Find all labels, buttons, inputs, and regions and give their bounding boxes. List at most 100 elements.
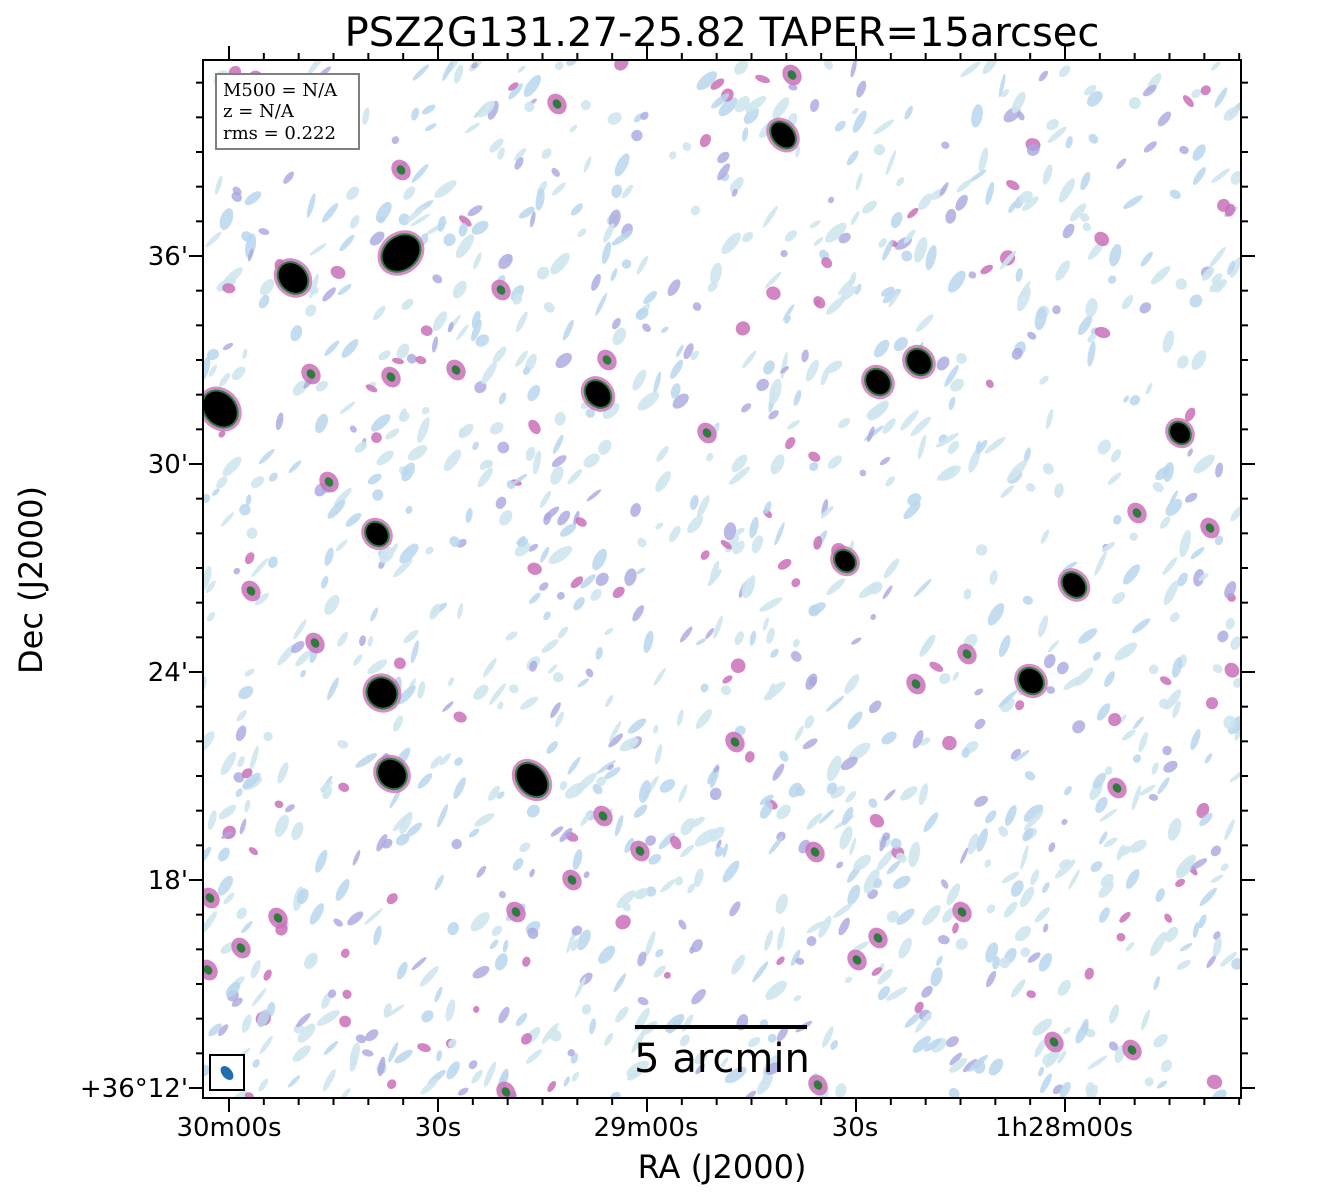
noise-blob [1098, 907, 1110, 923]
noise-blob [1054, 859, 1076, 879]
faint-source-core [324, 477, 334, 487]
noise-blob [1058, 178, 1075, 203]
faint-source-core [1132, 508, 1142, 518]
noise-blob [607, 112, 622, 125]
noise-blob [734, 60, 748, 75]
noise-blob [596, 760, 616, 774]
noise-blob [730, 658, 746, 674]
noise-blob [550, 826, 564, 837]
noise-blob [1192, 167, 1206, 185]
noise-blob [339, 234, 355, 252]
bright-source [1170, 422, 1190, 444]
noise-blob [982, 60, 999, 75]
faint-source-core [205, 893, 215, 903]
noise-blob [1131, 618, 1151, 634]
noise-blob [998, 73, 1006, 98]
noise-blob [529, 660, 538, 672]
noise-blob [1187, 448, 1193, 457]
noise-blob [203, 731, 215, 752]
noise-blob [268, 556, 278, 568]
bright-source [835, 550, 855, 572]
noise-blob [259, 279, 275, 296]
noise-blob [574, 977, 586, 998]
noise-blob [942, 908, 955, 923]
noise-blob [731, 954, 746, 975]
noise-blob [884, 789, 896, 801]
noise-blob [353, 654, 363, 666]
noise-blob [825, 222, 847, 243]
noise-blob [749, 516, 759, 539]
noise-blob [774, 522, 785, 546]
noise-blob [434, 986, 443, 1003]
noise-blob [1220, 951, 1237, 967]
bright-source [516, 763, 548, 797]
noise-blob [1084, 967, 1095, 980]
noise-blob [1212, 279, 1224, 293]
noise-blob [417, 773, 433, 789]
noise-blob [577, 678, 589, 688]
noise-blob [790, 949, 801, 966]
noise-blob [1190, 547, 1205, 560]
bright-source [278, 263, 308, 293]
noise-blob [465, 507, 473, 523]
noise-blob [564, 782, 586, 799]
noise-blob [1040, 1073, 1052, 1094]
noise-blob [655, 522, 664, 530]
noise-blob [563, 1076, 570, 1087]
noise-blob [598, 439, 612, 455]
noise-blob [392, 812, 412, 832]
noise-blob [292, 380, 308, 396]
noise-blob [1010, 880, 1024, 897]
noise-blob [853, 854, 872, 871]
noise-blob [1099, 808, 1118, 822]
noise-blob [432, 274, 443, 284]
noise-blob [936, 356, 950, 371]
noise-blob [1175, 278, 1188, 290]
noise-blob [451, 838, 462, 850]
noise-blob [452, 280, 467, 299]
noise-blob [206, 348, 220, 361]
bright-source [585, 381, 611, 407]
faint-source-core [1205, 523, 1215, 533]
noise-blob [770, 648, 779, 658]
noise-blob [473, 1005, 480, 1013]
noise-blob [1094, 231, 1110, 247]
noise-blob [768, 410, 779, 420]
noise-blob [383, 1003, 392, 1018]
noise-blob [296, 1013, 311, 1028]
noise-blob [848, 742, 871, 761]
noise-blob [257, 1009, 270, 1028]
noise-blob [239, 818, 247, 835]
noise-blob [333, 487, 352, 507]
noise-blob [999, 957, 1010, 969]
noise-blob [1119, 911, 1131, 923]
noise-blob [809, 99, 820, 112]
noise-blob [630, 502, 641, 518]
noise-blob [1034, 307, 1047, 331]
noise-blob [1225, 617, 1235, 630]
noise-blob [765, 271, 782, 289]
y-tick-label: 24' [148, 658, 188, 688]
noise-blob [614, 153, 630, 177]
noise-blob [1077, 315, 1093, 336]
noise-blob [583, 453, 600, 468]
noise-blob [536, 266, 550, 280]
noise-blob [1230, 171, 1241, 185]
noise-blob [1022, 595, 1033, 605]
noise-blob [1152, 482, 1164, 493]
noise-blob [645, 886, 657, 897]
noise-blob [495, 953, 508, 971]
noise-blob [307, 954, 318, 964]
noise-blob [877, 968, 893, 985]
noise-blob [489, 138, 504, 153]
noise-blob [998, 634, 1011, 658]
noise-blob [495, 496, 507, 509]
noise-blob [907, 207, 919, 219]
noise-blob [962, 1059, 978, 1073]
noise-blob [950, 378, 965, 392]
noise-blob [1010, 748, 1022, 760]
noise-blob [914, 237, 928, 263]
noise-blob [1214, 87, 1228, 108]
noise-blob [784, 230, 797, 242]
noise-blob [624, 837, 635, 853]
